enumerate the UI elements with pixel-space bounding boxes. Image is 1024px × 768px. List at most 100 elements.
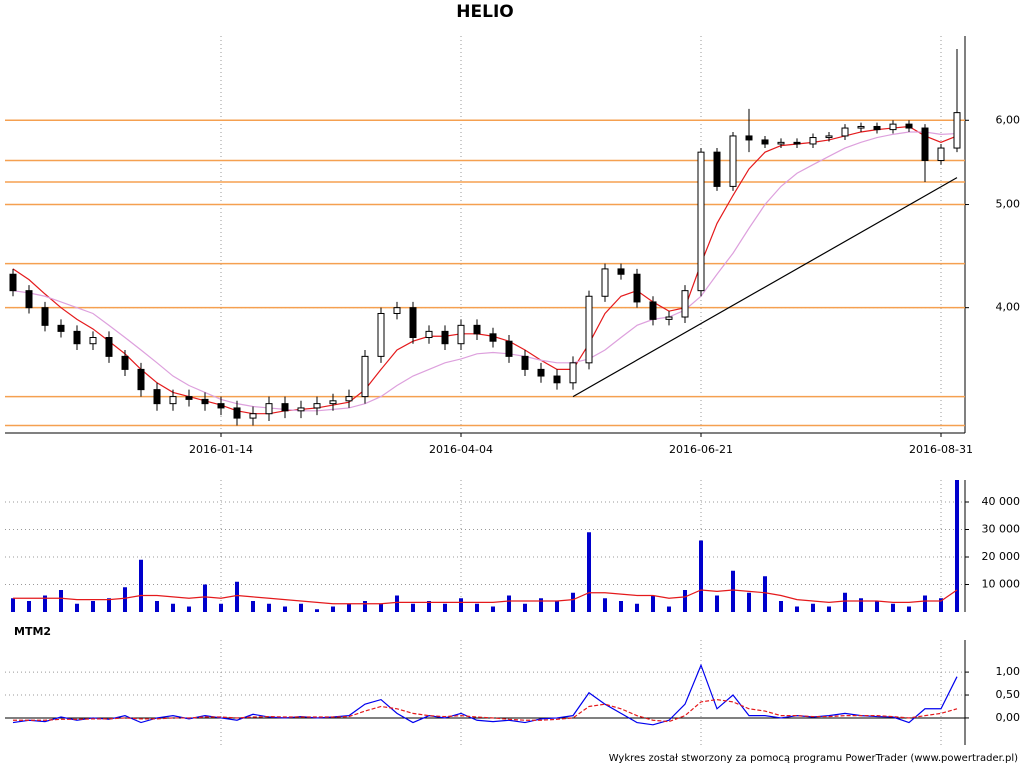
bar [683, 590, 687, 612]
x-tick-label: 2016-06-21 [669, 443, 733, 456]
indicator-line [13, 699, 958, 723]
trend-line [572, 177, 958, 398]
x-tick-label: 2016-08-31 [909, 443, 973, 456]
bar [187, 606, 191, 612]
candle-body [217, 403, 225, 409]
candle-body [713, 151, 721, 187]
candle-body [153, 389, 161, 405]
bar [875, 601, 879, 612]
bar [299, 603, 303, 612]
candle-body [537, 368, 545, 377]
candle-body [505, 340, 513, 357]
y-tick-label: 20 000 [982, 550, 1021, 563]
bar [331, 606, 335, 612]
bar [459, 598, 463, 612]
bar [411, 603, 415, 612]
x-tick-label: 2016-04-04 [429, 443, 493, 456]
candle-body [681, 290, 689, 318]
candle-body [233, 407, 241, 419]
candle-body [73, 330, 81, 345]
bar [507, 595, 511, 612]
candle-body [441, 330, 449, 345]
bar [27, 601, 31, 612]
bar [475, 603, 479, 612]
bar [11, 598, 15, 612]
bar [523, 603, 527, 612]
candle-body [89, 337, 97, 345]
bar [379, 603, 383, 612]
candle-body [345, 396, 353, 402]
candle-body [281, 403, 289, 412]
candle-body [857, 125, 865, 129]
candle-body [665, 316, 673, 320]
panel-title: MTM2 [14, 625, 51, 638]
x-tick-label: 2016-01-14 [189, 443, 253, 456]
y-tick-label: 5,00 [996, 198, 1021, 211]
candle-body [569, 362, 577, 384]
candle-body [921, 127, 929, 161]
candle-body [745, 135, 753, 141]
volume-average [13, 589, 958, 605]
candle-body [649, 301, 657, 320]
bar [555, 601, 559, 612]
bar [235, 581, 239, 612]
candle-body [841, 127, 849, 137]
y-tick-label: 4,00 [996, 301, 1021, 314]
candle-body [265, 403, 273, 415]
bar [315, 609, 319, 612]
bar [395, 595, 399, 612]
bar [139, 559, 143, 612]
bar [667, 606, 671, 612]
bar [811, 603, 815, 612]
candle-body [249, 413, 257, 419]
candle-body [937, 147, 945, 161]
candle-body [137, 368, 145, 391]
candle-body [697, 151, 705, 292]
candle-body [873, 125, 881, 131]
bar [651, 595, 655, 612]
candle-body [905, 123, 913, 129]
bar [363, 601, 367, 612]
bar [731, 570, 735, 612]
bar [699, 540, 703, 612]
bar [843, 592, 847, 612]
bar [827, 606, 831, 612]
y-tick-label: 40 000 [982, 495, 1021, 508]
bar [347, 603, 351, 612]
candle-body [361, 355, 369, 398]
moving-average [12, 131, 958, 412]
candle-body [457, 324, 465, 345]
bar [587, 532, 591, 612]
candle-body [953, 112, 961, 149]
bar [443, 603, 447, 612]
bar [603, 598, 607, 612]
bar [779, 601, 783, 612]
candle-body [25, 290, 33, 309]
y-tick-label: 10 000 [982, 578, 1021, 591]
candle-body [169, 396, 177, 405]
y-tick-label: 0,50 [996, 688, 1021, 701]
candle-body [393, 307, 401, 314]
moving-average [12, 125, 958, 415]
bar [635, 603, 639, 612]
bar [123, 587, 127, 612]
bar [251, 601, 255, 612]
candle-body [57, 324, 65, 332]
bar [427, 601, 431, 612]
candle-body [409, 307, 417, 339]
bar [939, 598, 943, 612]
candle-body [793, 141, 801, 145]
candle-body [9, 273, 17, 292]
candle-body [313, 403, 321, 409]
bar [267, 603, 271, 612]
candle-body [489, 333, 497, 342]
bar [203, 584, 207, 612]
bar [923, 595, 927, 612]
bar [747, 592, 751, 612]
bar [907, 606, 911, 612]
candle-body [601, 268, 609, 297]
candle-body [473, 324, 481, 335]
bar [59, 590, 63, 612]
bar [107, 598, 111, 612]
y-tick-label: 1,00 [996, 665, 1021, 678]
